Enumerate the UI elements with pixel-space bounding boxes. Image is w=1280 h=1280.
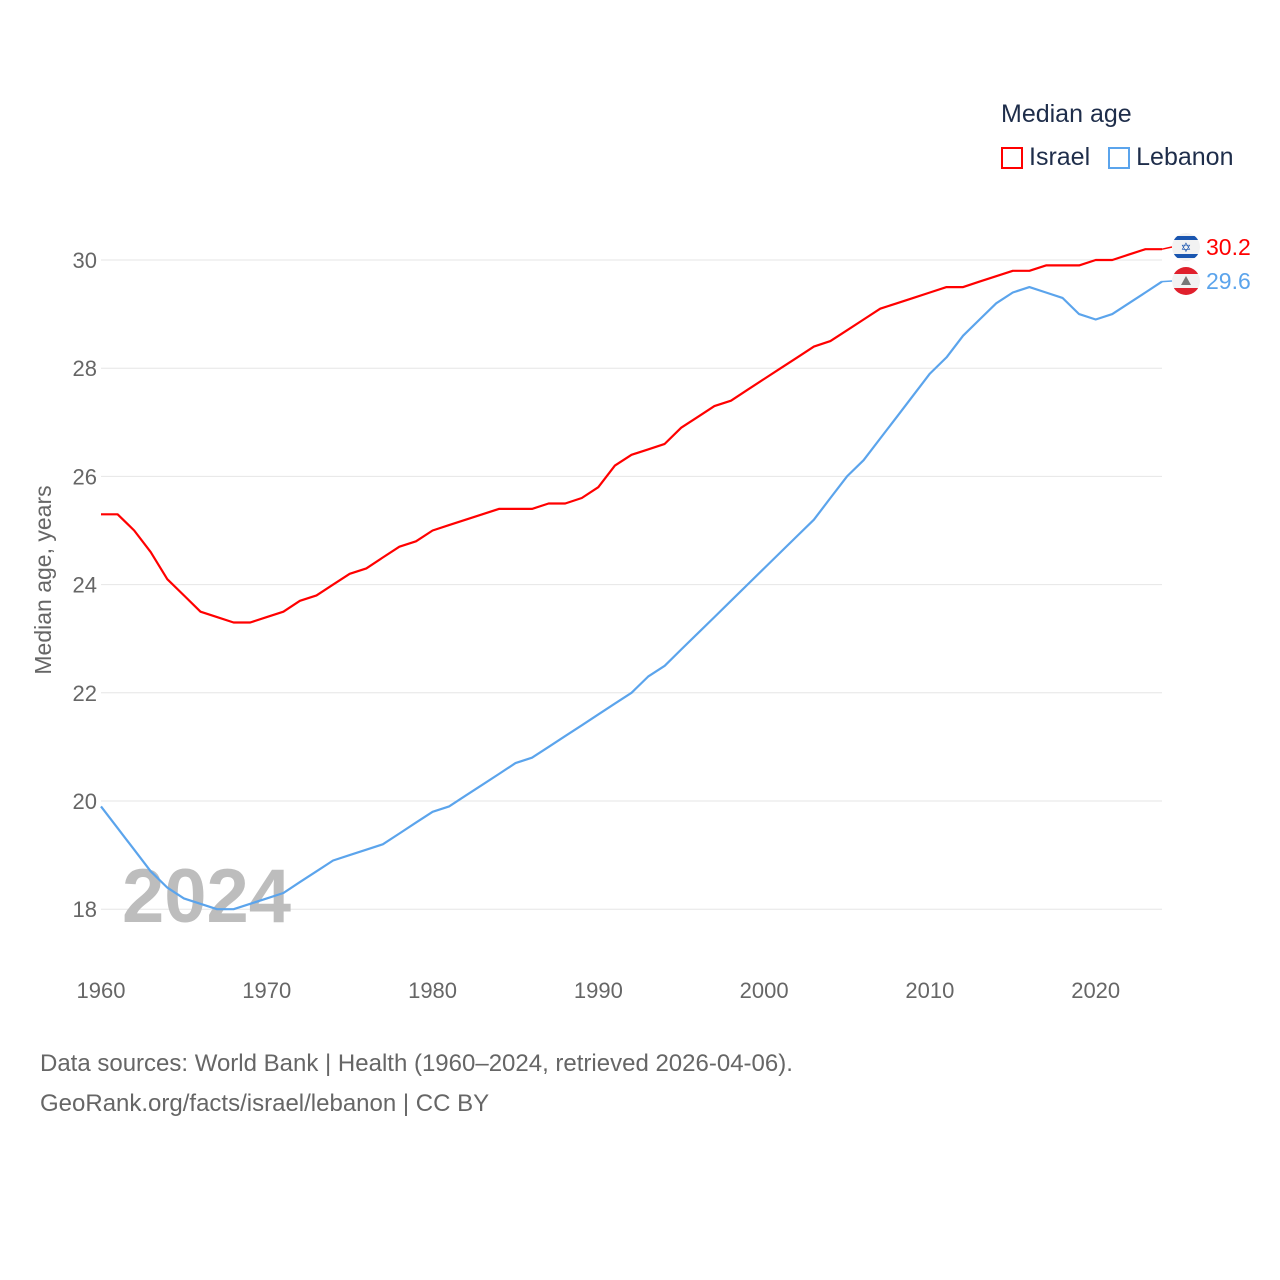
source-line: Data sources: World Bank | Health (1960–… (40, 1050, 793, 1077)
x-tick-label: 1990 (574, 978, 623, 1003)
series-lines (100, 248, 1163, 911)
source-url[interactable]: GeoRank.org/facts/israel/lebanon | CC BY (40, 1090, 490, 1117)
watermark-year: 2024 (122, 854, 291, 939)
end-value-lebanon: 29.6 (1206, 268, 1251, 294)
y-tick-label: 28 (73, 356, 97, 381)
legend-item-israel[interactable]: Israel (1001, 143, 1090, 172)
y-tick-label: 22 (73, 681, 97, 706)
y-tick-label: 24 (73, 573, 97, 598)
series-line-lebanon (100, 280, 1163, 911)
x-tick-label: 2000 (740, 978, 789, 1003)
y-tick-label: 30 (73, 248, 97, 273)
legend-label: Israel (1029, 143, 1091, 171)
end-labels: ✡ 30.2 29.6 (1161, 233, 1251, 295)
legend-swatch-lebanon (1108, 146, 1131, 169)
x-tick-label: 1960 (77, 978, 126, 1003)
y-axis-label: Median age, years (30, 485, 56, 674)
legend: Israel Lebanon (1001, 143, 1233, 172)
y-tick-label: 20 (73, 789, 97, 814)
y-tick-label: 18 (73, 897, 97, 922)
series-line-israel (101, 248, 1162, 624)
source-note: Data sources: World Bank | Health (1960–… (40, 1044, 793, 1124)
flag-icon-israel: ✡ (1161, 233, 1200, 261)
legend-swatch-israel (1001, 146, 1023, 169)
legend-label: Lebanon (1136, 143, 1234, 171)
flag-icon-lebanon (1161, 267, 1200, 295)
svg-text:✡: ✡ (1181, 240, 1192, 255)
legend-item-lebanon[interactable]: Lebanon (1108, 143, 1233, 172)
end-value-israel: 30.2 (1206, 234, 1251, 260)
legend-title: Median age (1001, 100, 1132, 128)
x-tick-label: 1970 (242, 978, 291, 1003)
y-tick-label: 26 (73, 464, 97, 489)
grid: 18 20 22 24 26 28 30 1960 1970 1980 1990 2000 2010 20… (73, 248, 1162, 1003)
x-tick-label: 2010 (905, 978, 954, 1003)
x-tick-label: 2020 (1071, 978, 1120, 1003)
x-tick-label: 1980 (408, 978, 457, 1003)
